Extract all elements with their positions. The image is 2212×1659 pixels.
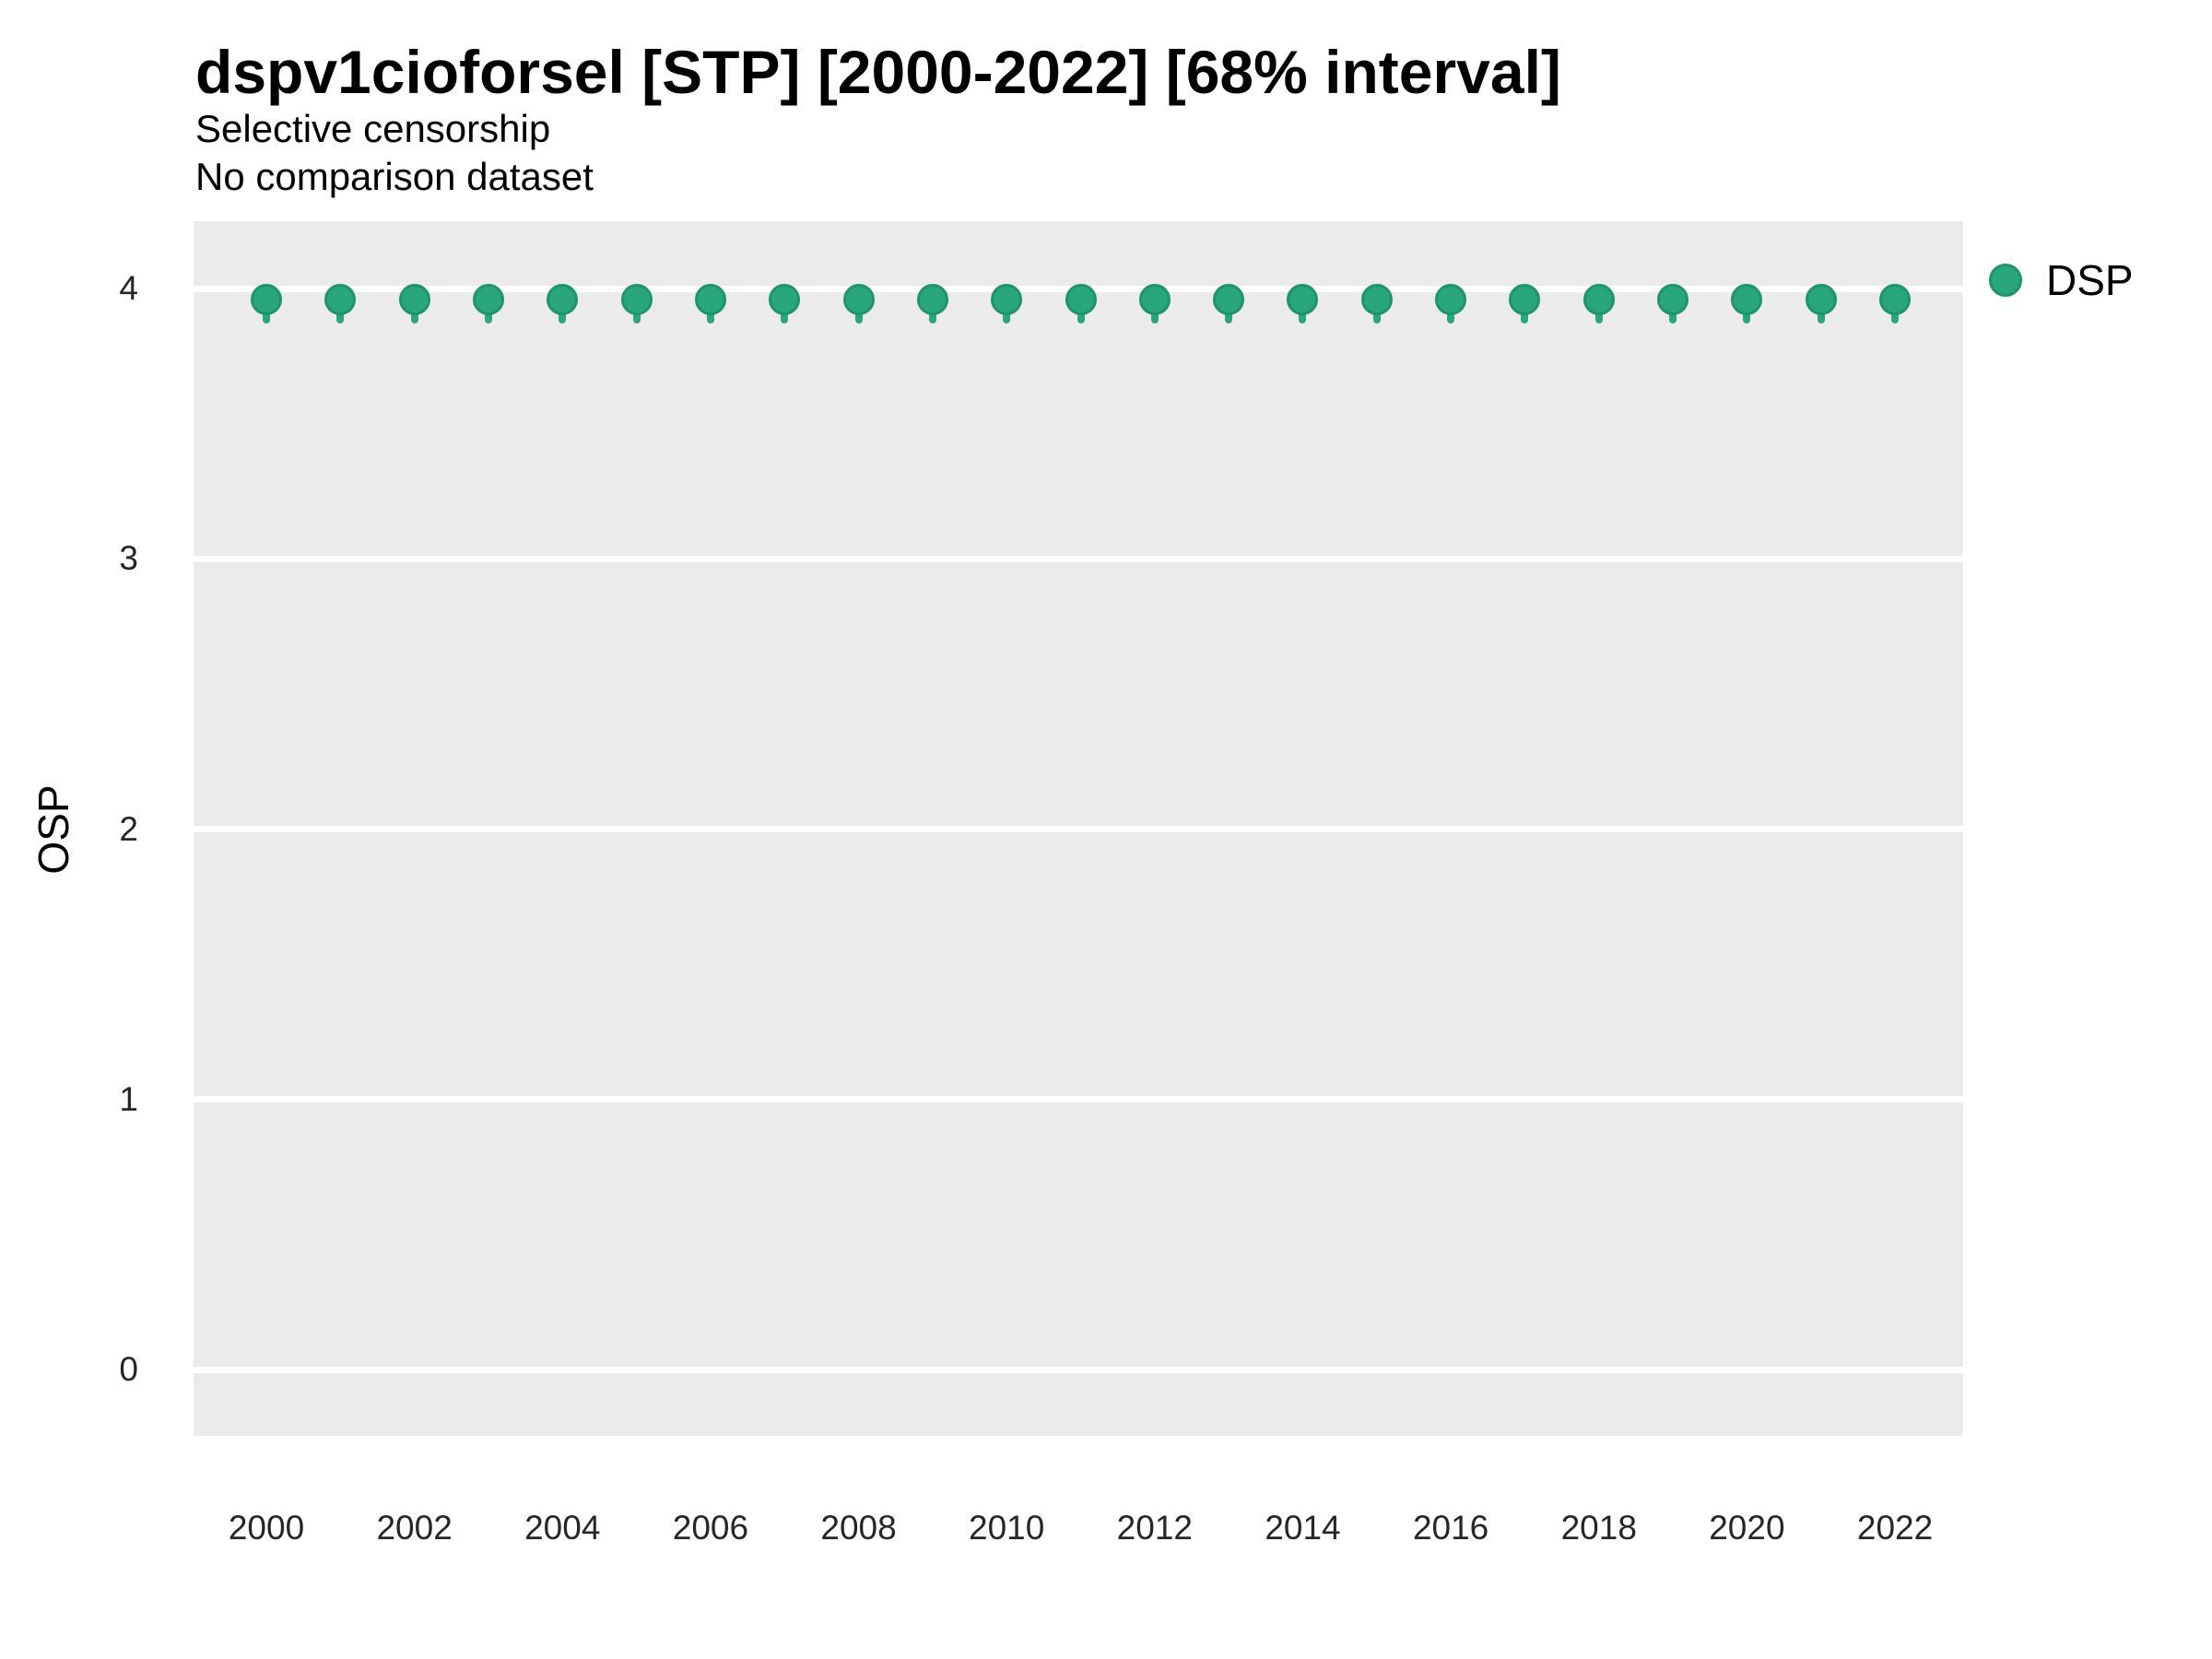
chart-subtitle-line2: No comparison dataset: [195, 155, 594, 198]
data-point-2019: [1657, 283, 1689, 315]
data-point-2003: [472, 283, 504, 315]
x-tick-label-2010: 2010: [969, 1509, 1045, 1547]
major-gridline-y0: [194, 1366, 1963, 1373]
data-point-2009: [916, 283, 948, 315]
data-point-2013: [1213, 283, 1245, 315]
y-tick-label-3: 3: [119, 539, 138, 578]
data-point-2011: [1065, 283, 1097, 315]
data-point-2004: [547, 283, 579, 315]
x-tick-label-2022: 2022: [1856, 1509, 1934, 1547]
legend-label-dsp: DSP: [2046, 256, 2134, 304]
data-point-2022: [1879, 283, 1912, 315]
x-tick-label-2014: 2014: [1265, 1509, 1341, 1547]
x-tick-label-2004: 2004: [524, 1509, 601, 1547]
data-point-2002: [398, 283, 430, 315]
x-tick-label-2002: 2002: [376, 1509, 453, 1547]
chart-title: dspv1cioforsel [STP] [2000-2022] [68% in…: [195, 38, 1561, 106]
data-point-2020: [1731, 283, 1763, 315]
x-tick-label-2012: 2012: [1116, 1509, 1193, 1547]
x-tick-label-2006: 2006: [672, 1509, 749, 1547]
major-gridline-y2: [194, 826, 1963, 832]
y-tick-label-4: 4: [119, 269, 138, 307]
legend-marker-dsp-icon: [1989, 264, 2022, 297]
x-tick-label-2016: 2016: [1412, 1509, 1489, 1547]
data-point-2012: [1138, 283, 1171, 315]
x-tick-label-2018: 2018: [1560, 1509, 1637, 1547]
y-tick-label-1: 1: [119, 1079, 138, 1118]
major-gridline-y3: [194, 555, 1963, 562]
data-point-2014: [1287, 283, 1319, 315]
data-point-2000: [251, 283, 282, 315]
data-point-2006: [694, 283, 726, 315]
x-tick-label-2020: 2020: [1709, 1509, 1785, 1547]
major-gridline-y1: [194, 1096, 1963, 1103]
data-point-2018: [1583, 283, 1615, 315]
data-point-2001: [324, 283, 357, 315]
data-point-2021: [1805, 283, 1837, 315]
data-point-2008: [842, 283, 875, 315]
data-point-2015: [1360, 283, 1393, 315]
data-point-2016: [1435, 283, 1467, 315]
x-tick-label-2000: 2000: [228, 1509, 305, 1547]
data-point-2010: [991, 283, 1023, 315]
data-point-2007: [769, 283, 801, 315]
legend: DSP: [1989, 259, 2134, 301]
y-tick-label-2: 2: [119, 809, 138, 848]
y-tick-label-0: 0: [119, 1350, 138, 1388]
chart-subtitle-line1: Selective censorship: [195, 107, 551, 150]
data-point-2017: [1509, 283, 1541, 315]
plot-panel: [194, 221, 1963, 1436]
x-tick-label-2008: 2008: [820, 1509, 897, 1547]
data-point-2005: [620, 283, 653, 315]
